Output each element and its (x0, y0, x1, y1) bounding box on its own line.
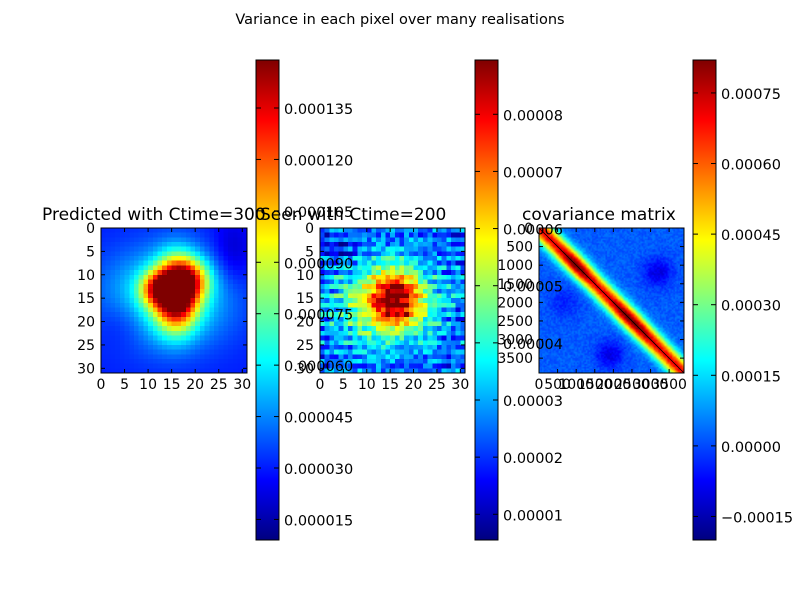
y-tick-label: 20 (77, 315, 95, 331)
y-tick-label: 3500 (497, 351, 533, 367)
x-tick-label: 30 (451, 377, 469, 393)
colorbar-tick-label: 0.00000 (721, 440, 781, 456)
x-tick-label: 2000 (596, 377, 632, 393)
colorbar-tick-label: 0.00007 (503, 165, 563, 181)
colorbar-tick-label: 0.00005 (503, 280, 563, 296)
colorbar-tick-label: 0.00003 (503, 394, 563, 410)
y-tick-label: 2000 (497, 295, 533, 311)
x-tick-label: 10 (358, 377, 376, 393)
x-tick-label: 15 (381, 377, 399, 393)
x-tick-label: 25 (210, 377, 228, 393)
colorbar-tick-label: 0.00006 (503, 223, 563, 239)
colorbar-1: 0.000015 0.000030 0.000045 0.000060 0.000075… (255, 59, 353, 541)
colorbar-3: −0.00015 0.00000 0.00015 0.00030 0.00045 0.00… (692, 59, 793, 541)
colorbar-tick-label: 0.00045 (721, 228, 781, 244)
y-tick-label: 0 (305, 221, 314, 237)
x-tick-label: 5 (339, 377, 348, 393)
heatmap-image-2 (320, 228, 465, 373)
y-tick-label: 5 (305, 244, 314, 260)
y-tick-label: 0 (524, 221, 533, 237)
x-tick-label: 1000 (558, 377, 594, 393)
x-tick-label: 30 (233, 377, 251, 393)
y-tick-label: 500 (506, 240, 533, 256)
colorbar-tick-label: 0.000135 (284, 102, 353, 118)
heatmap-image-1 (101, 228, 247, 373)
colorbar-gradient (474, 59, 499, 541)
colorbar-tick-label: 0.000045 (284, 411, 353, 427)
x-tick-label: 500 (544, 377, 571, 393)
axes-frame (538, 227, 685, 374)
y-tick-label: 10 (77, 268, 95, 284)
colorbar-tick-label: 0.00015 (721, 369, 781, 385)
y-tick-label: 30 (77, 361, 95, 377)
panel-title-3: covariance matrix (522, 205, 676, 225)
x-tick-label: 3000 (633, 377, 669, 393)
x-tick-label: 0 (535, 377, 544, 393)
x-tick-label: 3500 (651, 377, 687, 393)
y-tick-label: 20 (296, 315, 314, 331)
colorbar-tick-label: 0.00060 (721, 158, 781, 174)
colorbar-gradient (692, 59, 717, 541)
colorbar-tick-label: −0.00015 (721, 510, 793, 526)
colorbar-tick-label: 0.000075 (284, 308, 353, 324)
diagonal-line (538, 227, 685, 374)
colorbar-tick-label: 0.00030 (721, 299, 781, 315)
x-tick-label: 20 (186, 377, 204, 393)
y-tick-label: 25 (77, 338, 95, 354)
y-tick-label: 5 (86, 244, 95, 260)
x-tick-label: 0 (316, 377, 325, 393)
x-tick-label: 25 (428, 377, 446, 393)
panel-title-1: Predicted with Ctime=300 (42, 205, 266, 225)
y-tick-label: 25 (296, 338, 314, 354)
colorbar-tick-label: 0.000060 (284, 359, 353, 375)
panel-title-2: Seen with Ctime=200 (260, 205, 446, 225)
x-tick-label: 10 (139, 377, 157, 393)
x-tick-label: 5 (120, 377, 129, 393)
x-tick-label: 20 (405, 377, 423, 393)
x-tick-label: 0 (97, 377, 106, 393)
y-tick-label: 2500 (497, 314, 533, 330)
colorbar-tick-label: 0.00075 (721, 87, 781, 103)
colorbar-tick-label: 0.000090 (284, 256, 353, 272)
x-tick-label: 1500 (577, 377, 613, 393)
colorbar-tick-label: 0.000120 (284, 153, 353, 169)
y-tick-label: 15 (296, 291, 314, 307)
y-tick-label: 15 (77, 291, 95, 307)
y-tick-label: 3000 (497, 333, 533, 349)
colorbar-gradient (255, 59, 280, 541)
y-tick-label: 30 (296, 361, 314, 377)
colorbar-2: 0.00001 0.00002 0.00003 0.00004 0.00005 0.000… (474, 59, 563, 541)
y-tick-label: 1500 (497, 277, 533, 293)
colorbar-tick-label: 0.000015 (284, 513, 353, 529)
heatmap-panel-3: 0 500100015002000250030003500050010001500… (497, 221, 687, 393)
colorbar-tick-label: 0.000030 (284, 462, 353, 478)
figure-suptitle: Variance in each pixel over many realisa… (235, 12, 564, 28)
x-tick-label: 15 (163, 377, 181, 393)
colorbar-tick-label: 0.00001 (503, 508, 563, 524)
y-tick-label: 1000 (497, 258, 533, 274)
y-tick-label: 0 (86, 221, 95, 237)
colorbar-tick-label: 0.000105 (284, 205, 353, 221)
x-tick-label: 2500 (614, 377, 650, 393)
y-tick-label: 10 (296, 268, 314, 284)
panel-title-overlap: 00 (425, 205, 447, 225)
colorbars: 0.0000150.0000300.0000450.0000600.000075… (255, 59, 793, 541)
colorbar-tick-label: 0.00004 (503, 337, 563, 353)
axes-frame (100, 227, 248, 374)
colorbar-tick-label: 0.00008 (503, 108, 563, 124)
axes-frame (319, 227, 466, 374)
panel-title-overlap: 300 (233, 205, 265, 225)
colorbar-tick-label: 0.00002 (503, 451, 563, 467)
